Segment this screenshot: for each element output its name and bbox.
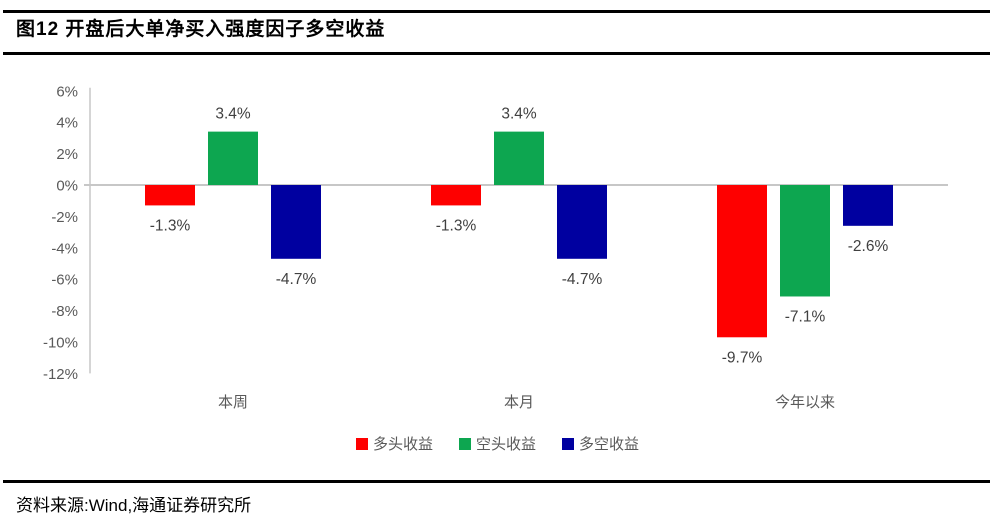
x-category-label: 今年以来 — [775, 394, 835, 411]
legend-item-3: 多空收益 — [562, 433, 639, 454]
x-category-label: 本周 — [218, 394, 248, 411]
data-label: 3.4% — [501, 106, 537, 123]
data-label: -1.3% — [436, 217, 477, 234]
top-rule — [3, 10, 990, 13]
y-tick-label: -10% — [43, 335, 78, 352]
legend-swatch-icon — [355, 437, 368, 450]
source-note: 资料来源:Wind,海通证券研究所 — [16, 496, 252, 515]
data-label: -9.7% — [722, 349, 763, 366]
data-label: -4.7% — [276, 271, 317, 288]
legend-label: 多空收益 — [579, 436, 640, 453]
bar-多头收益-今年以来 — [717, 185, 767, 338]
data-label: 3.4% — [215, 106, 251, 123]
footer-rule — [3, 480, 990, 483]
y-tick-label: -8% — [51, 303, 78, 320]
data-label: -1.3% — [150, 217, 191, 234]
legend-label: 多头收益 — [372, 436, 433, 453]
y-tick-label: -4% — [51, 240, 78, 257]
bar-多空收益-本月 — [557, 185, 607, 259]
legend-swatch-icon — [562, 437, 574, 450]
bar-多头收益-本周 — [145, 185, 195, 206]
figure-title: 图12 开盘后大单净买入强度因子多空收益 — [16, 19, 386, 40]
bar-多空收益-本周 — [271, 185, 321, 259]
data-label: -7.1% — [785, 308, 826, 325]
legend-label: 空头收益 — [475, 436, 536, 453]
bar-空头收益-本周 — [208, 131, 258, 185]
title-rule — [3, 52, 990, 55]
y-tick-label: -6% — [51, 272, 78, 289]
y-tick-label: 0% — [56, 178, 78, 195]
bar-多空收益-今年以来 — [843, 185, 893, 226]
bar-空头收益-今年以来 — [780, 185, 830, 297]
legend-item-1: 多头收益 — [355, 433, 433, 454]
y-tick-label: -2% — [51, 209, 78, 226]
bar-空头收益-本月 — [494, 131, 544, 185]
y-tick-label: 4% — [56, 115, 78, 132]
data-label: -4.7% — [562, 271, 603, 288]
x-category-label: 本月 — [504, 394, 534, 411]
y-tick-label: -12% — [43, 366, 78, 383]
chart-legend: 多头收益 空头收益 多空收益 — [0, 433, 995, 454]
bar-chart: 6% 4% 2% 0% -2% -4% -6% -8% -10% -12% -1.3% 3.4% -4.… — [43, 83, 948, 411]
bar-多头收益-本月 — [431, 185, 481, 206]
legend-item-2: 空头收益 — [458, 433, 536, 454]
y-tick-label: 6% — [56, 83, 78, 100]
data-label: -2.6% — [848, 238, 889, 255]
y-tick-label: 2% — [56, 146, 78, 163]
legend-swatch-icon — [458, 437, 471, 450]
